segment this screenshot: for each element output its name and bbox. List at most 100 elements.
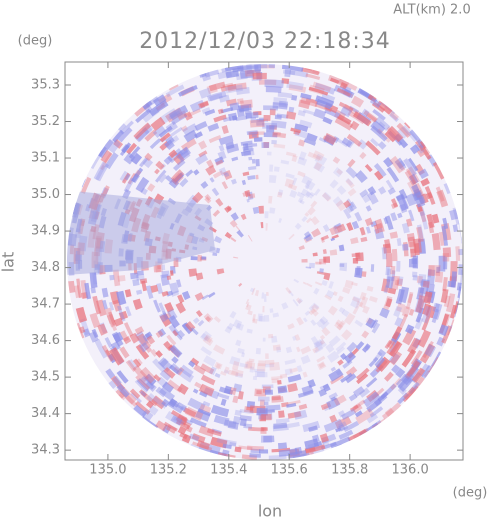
texture xyxy=(227,112,238,122)
texture xyxy=(150,284,159,293)
texture xyxy=(302,371,308,378)
texture xyxy=(196,440,211,450)
texture xyxy=(273,97,288,106)
texture xyxy=(319,268,324,273)
texture xyxy=(441,225,448,246)
texture xyxy=(384,371,394,382)
texture xyxy=(193,169,200,176)
texture xyxy=(395,373,410,389)
texture xyxy=(415,307,425,323)
texture xyxy=(294,123,309,132)
texture xyxy=(241,352,245,358)
texture xyxy=(125,306,132,317)
texture xyxy=(349,120,360,131)
texture xyxy=(235,339,242,347)
texture xyxy=(421,364,434,380)
texture xyxy=(422,303,431,316)
texture xyxy=(179,369,195,383)
texture xyxy=(356,373,369,385)
texture xyxy=(351,281,358,287)
texture xyxy=(313,287,320,295)
texture xyxy=(365,226,371,234)
x-tick-label: 135.4 xyxy=(210,463,247,478)
texture xyxy=(443,295,451,308)
texture xyxy=(338,244,345,252)
texture xyxy=(431,213,440,224)
texture xyxy=(438,231,445,246)
texture xyxy=(333,394,347,406)
texture xyxy=(374,116,391,131)
y-tick-label: 34.5 xyxy=(31,370,60,385)
y-tick-label: 34.3 xyxy=(31,443,60,458)
texture xyxy=(361,108,370,117)
texture xyxy=(387,187,396,195)
texture xyxy=(284,69,292,78)
texture xyxy=(321,327,331,337)
texture xyxy=(398,286,410,304)
texture xyxy=(199,72,207,78)
texture xyxy=(248,426,265,432)
texture xyxy=(346,198,355,209)
texture xyxy=(305,451,315,458)
texture xyxy=(274,114,282,120)
texture xyxy=(130,392,142,404)
texture xyxy=(239,418,247,427)
texture xyxy=(366,191,379,205)
texture xyxy=(197,408,211,417)
texture xyxy=(240,213,247,221)
texture xyxy=(218,144,225,152)
texture xyxy=(227,369,239,377)
texture xyxy=(346,341,358,353)
texture xyxy=(177,383,189,395)
texture xyxy=(132,298,143,311)
texture xyxy=(253,368,265,373)
texture xyxy=(183,129,198,143)
texture xyxy=(136,289,143,295)
texture xyxy=(420,280,428,287)
texture xyxy=(323,132,338,146)
texture xyxy=(409,241,417,254)
texture xyxy=(338,307,346,314)
texture xyxy=(246,328,253,334)
texture xyxy=(332,196,344,207)
texture xyxy=(201,72,211,82)
texture xyxy=(310,319,317,327)
texture xyxy=(323,418,344,433)
texture xyxy=(344,312,356,326)
texture xyxy=(191,433,206,443)
texture xyxy=(341,408,357,421)
texture xyxy=(222,82,234,88)
texture xyxy=(340,106,353,118)
texture xyxy=(422,341,434,359)
texture xyxy=(364,344,371,351)
texture xyxy=(183,407,197,418)
texture xyxy=(386,166,400,183)
texture xyxy=(213,114,227,123)
texture xyxy=(285,346,293,354)
texture xyxy=(354,410,363,418)
texture xyxy=(348,393,358,402)
texture xyxy=(78,177,86,188)
texture xyxy=(226,206,232,212)
texture xyxy=(97,323,108,336)
texture xyxy=(187,108,202,118)
texture xyxy=(264,79,284,88)
texture xyxy=(236,108,245,118)
texture xyxy=(272,132,287,139)
texture xyxy=(409,144,421,155)
texture xyxy=(169,270,174,276)
texture xyxy=(285,151,297,158)
texture xyxy=(428,265,435,277)
texture xyxy=(343,351,357,364)
texture xyxy=(343,420,360,433)
texture xyxy=(239,362,248,368)
texture xyxy=(201,107,211,115)
texture xyxy=(355,170,368,184)
texture xyxy=(165,174,174,184)
texture xyxy=(435,186,445,202)
texture xyxy=(283,69,296,76)
texture xyxy=(319,316,329,326)
texture xyxy=(273,143,286,149)
texture xyxy=(389,155,406,174)
texture xyxy=(187,397,206,412)
